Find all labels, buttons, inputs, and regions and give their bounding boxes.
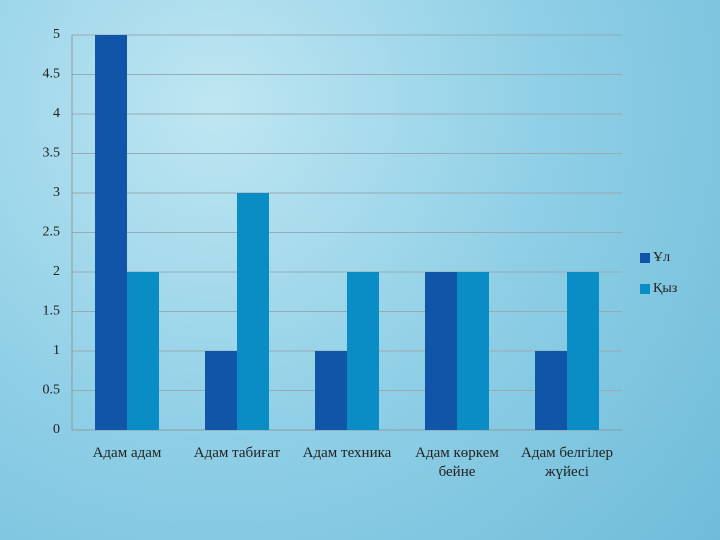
x-tick-label: Адам адам: [92, 445, 162, 461]
bar: [127, 272, 159, 430]
bar: [567, 272, 599, 430]
legend-label: Ұл: [653, 250, 670, 265]
y-tick-label: 1.5: [43, 304, 61, 319]
bar: [347, 272, 379, 430]
y-tick-label: 3: [53, 185, 60, 200]
legend-swatch: [640, 284, 650, 294]
bar: [425, 272, 457, 430]
y-tick-label: 0.5: [43, 383, 61, 398]
x-tick-label: Адам белгілер жүйесі: [521, 445, 613, 480]
x-tick-label: Адам табиғат: [193, 445, 281, 461]
bar: [315, 351, 347, 430]
y-tick-label: 1: [53, 343, 60, 358]
bar: [457, 272, 489, 430]
x-tick-label: Адам техника: [302, 445, 392, 461]
legend-swatch: [640, 253, 650, 263]
bar: [237, 193, 269, 430]
x-tick-label: Адам көркем бейне: [415, 445, 499, 480]
legend-label: Қыз: [653, 281, 678, 296]
bar: [205, 351, 237, 430]
y-tick-label: 2.5: [43, 225, 61, 240]
y-tick-label: 4: [53, 106, 60, 121]
y-tick-label: 5: [53, 27, 60, 42]
bar: [535, 351, 567, 430]
y-tick-label: 4.5: [43, 67, 61, 82]
y-tick-label: 0: [53, 422, 60, 437]
y-tick-label: 2: [53, 264, 60, 279]
bar: [95, 35, 127, 430]
y-tick-label: 3.5: [43, 146, 61, 161]
